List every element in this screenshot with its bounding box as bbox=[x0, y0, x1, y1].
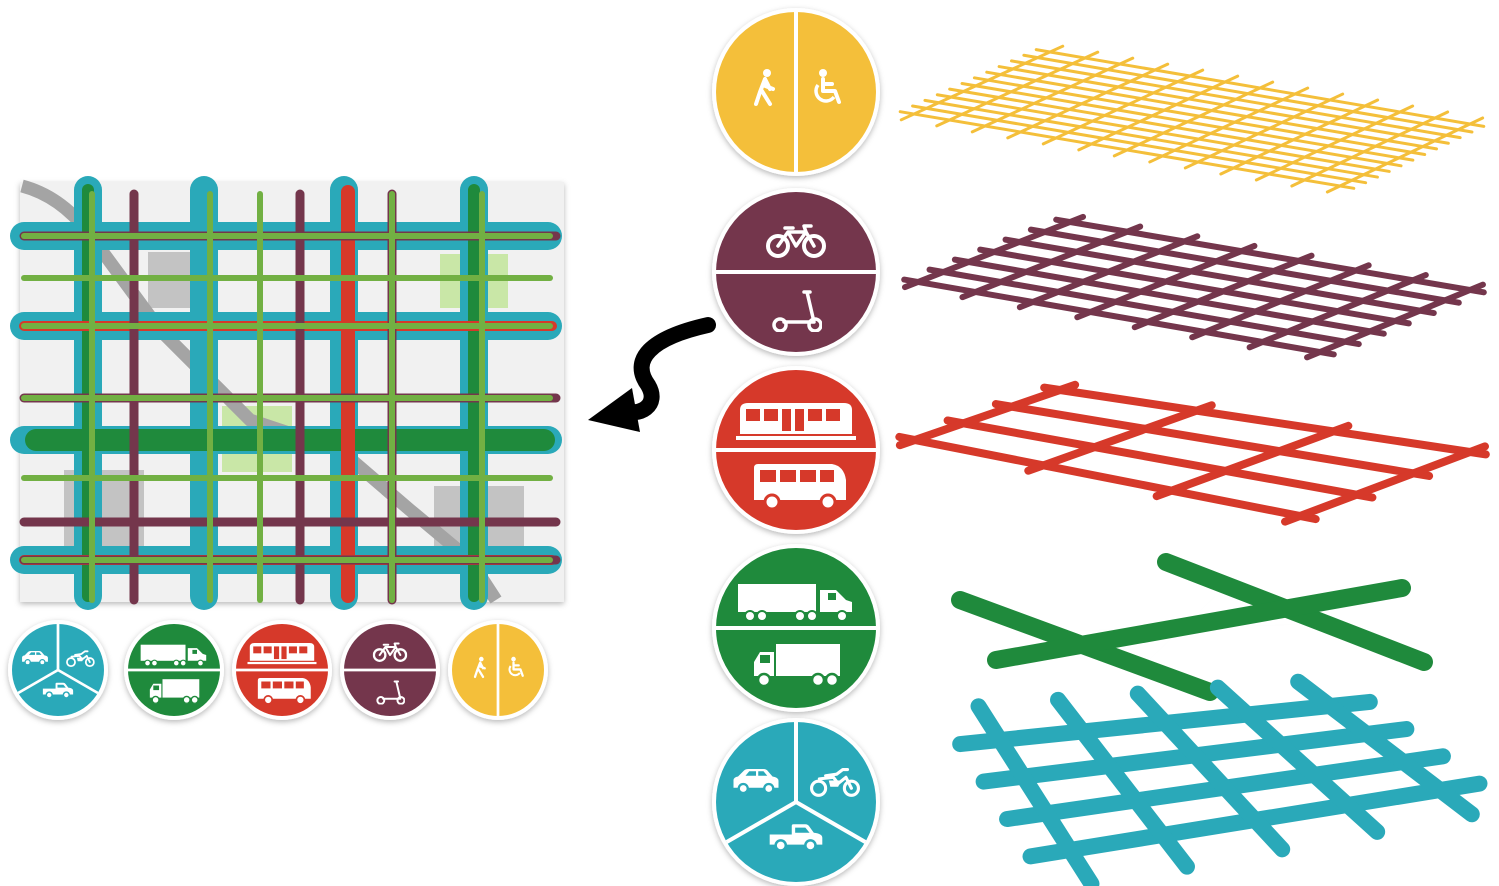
mode-badge-freight bbox=[712, 544, 880, 712]
legend-badge-general-traffic bbox=[8, 620, 108, 720]
grid-line bbox=[943, 416, 1377, 502]
network-grid-freight-lines bbox=[951, 553, 1433, 701]
grid-line bbox=[987, 579, 1411, 669]
grid-line bbox=[1050, 691, 1195, 875]
grid-line bbox=[895, 432, 1320, 524]
grid-line bbox=[1053, 216, 1487, 296]
mode-badge-micromobility bbox=[712, 188, 880, 356]
grid-line bbox=[1041, 68, 1205, 146]
grid-line bbox=[1304, 281, 1486, 361]
grid-line bbox=[1325, 116, 1485, 194]
grid-line bbox=[1129, 685, 1291, 858]
grid-line bbox=[1040, 383, 1490, 459]
mode-icon-column bbox=[712, 8, 880, 886]
mode-badge-pedestrian bbox=[712, 8, 880, 176]
grid-line bbox=[1006, 62, 1170, 140]
grid-line bbox=[1189, 262, 1372, 341]
map-legend-row bbox=[8, 620, 548, 720]
grid-line bbox=[1002, 236, 1437, 317]
network-grid-micromobility bbox=[901, 213, 1487, 361]
network-grid-general-traffic bbox=[952, 673, 1488, 886]
grid-line bbox=[970, 698, 1100, 886]
legend-badge-freight bbox=[124, 620, 224, 720]
grid-line bbox=[899, 44, 1065, 122]
grid-line bbox=[970, 56, 1135, 134]
grid-line bbox=[1152, 421, 1353, 501]
grid-line bbox=[1077, 74, 1240, 152]
grid-line bbox=[1290, 110, 1450, 188]
grid-line bbox=[901, 213, 1087, 291]
grid-line bbox=[1254, 104, 1415, 182]
network-grid-pedestrian bbox=[898, 44, 1486, 194]
grid-line bbox=[1024, 401, 1216, 475]
grid-line bbox=[977, 246, 1412, 327]
layer-network-grids bbox=[895, 44, 1490, 886]
grid-line bbox=[991, 400, 1434, 480]
grid-line bbox=[1112, 80, 1275, 158]
combined-network-map bbox=[10, 176, 564, 610]
grid-line bbox=[1281, 442, 1489, 526]
grid-line bbox=[895, 380, 1080, 450]
grid-line bbox=[1246, 271, 1429, 351]
grid-line bbox=[1131, 252, 1315, 331]
grid-line bbox=[959, 223, 1144, 301]
grid-line bbox=[935, 50, 1100, 128]
legend-badge-micromobility bbox=[340, 620, 440, 720]
grid-line bbox=[1148, 86, 1310, 164]
network-grid-transit bbox=[895, 380, 1490, 526]
combine-arrow-icon bbox=[588, 317, 716, 432]
grid-line bbox=[1183, 92, 1345, 170]
mode-badge-transit bbox=[712, 366, 880, 534]
legend-badge-transit bbox=[232, 620, 332, 720]
grid-line bbox=[1290, 673, 1480, 823]
grid-line bbox=[1027, 226, 1462, 306]
grid-line bbox=[1219, 98, 1380, 176]
grid-line bbox=[1209, 679, 1386, 840]
mode-badge-general-traffic bbox=[712, 718, 880, 886]
grid-line bbox=[1074, 242, 1258, 321]
grid-line bbox=[1016, 233, 1201, 311]
legend-badge-pedestrian bbox=[448, 620, 548, 720]
